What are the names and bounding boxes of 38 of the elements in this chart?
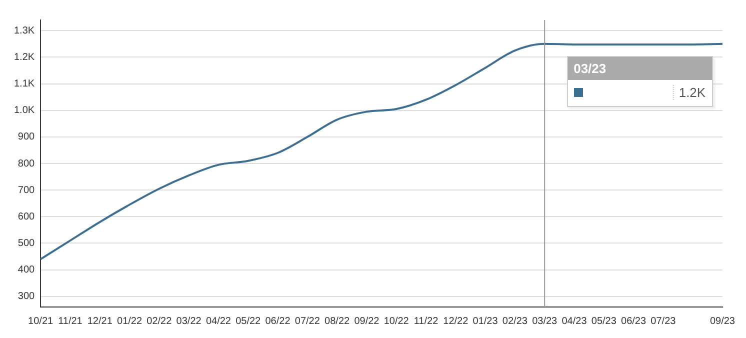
x-tick-label: 06/22 — [265, 316, 291, 327]
y-tick-label: 1.1K — [14, 78, 35, 90]
x-tick-label: 07/22 — [294, 316, 320, 327]
x-tick-label: 02/22 — [146, 316, 172, 327]
x-tick-label: 02/23 — [502, 316, 528, 327]
y-tick-label: 800 — [18, 158, 36, 170]
y-tick-label: 400 — [18, 264, 36, 276]
x-tick-label: 11/22 — [414, 316, 439, 327]
x-tick-label: 10/22 — [384, 316, 410, 327]
y-tick-label: 1.0K — [14, 105, 35, 116]
y-tick-label: 600 — [18, 211, 36, 222]
x-tick-label: 08/22 — [324, 316, 350, 327]
y-tick-label: 1.2K — [14, 52, 35, 63]
y-tick-label: 700 — [18, 184, 36, 196]
x-tick-label: 03/22 — [176, 316, 202, 327]
x-tick-label: 12/22 — [443, 316, 469, 327]
y-tick-label: 1.3K — [14, 25, 35, 36]
x-tick-label: 12/21 — [87, 316, 113, 327]
annotation: 1.2K — [672, 85, 706, 100]
x-tick-label: 09/23 — [710, 316, 736, 327]
x-tick-label: 10/21 — [28, 316, 54, 327]
x-tick-label: 01/23 — [472, 316, 498, 327]
x-tick-label: 11/21 — [58, 316, 83, 327]
x-tick-label: 05/23 — [591, 316, 617, 327]
x-tick-label: 04/23 — [562, 316, 588, 327]
x-tick-label: 01/22 — [117, 316, 142, 327]
tooltip-header: 03/23 — [568, 56, 712, 80]
y-tick-label: 500 — [18, 238, 36, 249]
x-tick-label: 04/22 — [206, 316, 232, 327]
x-tick-label: 09/22 — [354, 316, 380, 327]
x-tick-label: 06/23 — [621, 316, 646, 327]
x-tick-label: 07/23 — [650, 316, 676, 327]
y-tick-label: 300 — [18, 291, 36, 302]
y-tick-label: 900 — [18, 132, 36, 143]
x-tick-label: 05/22 — [236, 316, 262, 327]
line-series — [40, 42, 724, 260]
x-tick-label: 03/23 — [532, 316, 558, 327]
tooltip-box: 03/23 1.2K — [566, 56, 713, 107]
